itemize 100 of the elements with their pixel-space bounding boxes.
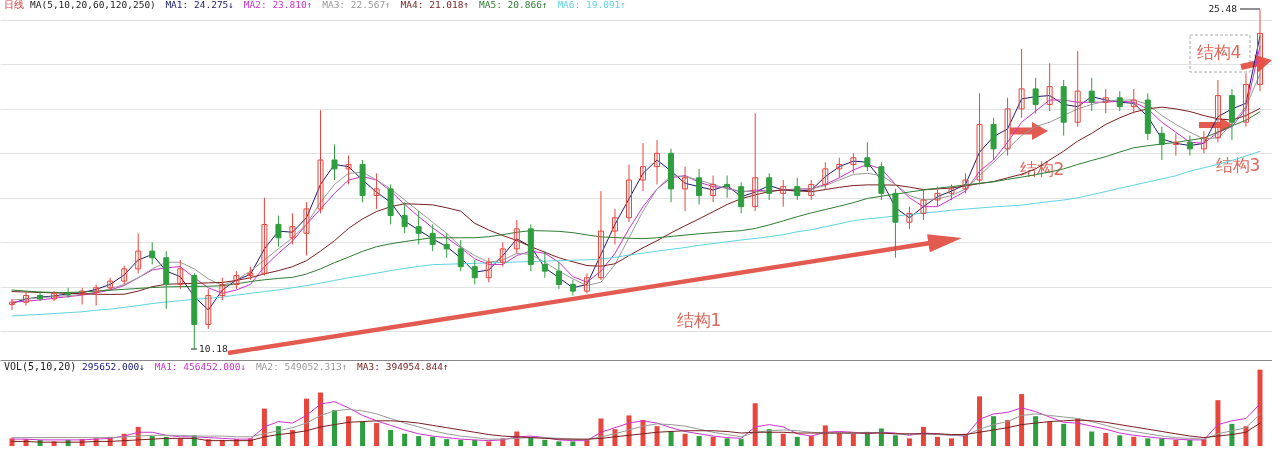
candlestick	[766, 172, 773, 201]
bar	[444, 439, 450, 446]
candlestick	[93, 283, 100, 307]
candlestick	[1046, 62, 1053, 112]
candlestick	[1018, 48, 1025, 119]
candlestick	[906, 206, 913, 230]
candlestick	[9, 298, 16, 311]
bar	[556, 441, 562, 446]
candlestick	[219, 277, 226, 301]
candlestick	[696, 168, 703, 205]
bar	[1033, 416, 1039, 446]
candlestick	[1200, 130, 1207, 154]
candlestick	[836, 157, 843, 179]
bar	[808, 436, 814, 446]
bar	[360, 421, 366, 446]
candlestick	[654, 139, 661, 185]
candlestick	[51, 290, 58, 302]
bar	[1117, 435, 1123, 446]
bar	[374, 423, 380, 446]
text: MA6: 19.091↑	[557, 0, 627, 10]
candlestick	[121, 265, 128, 285]
candlestick	[429, 223, 436, 252]
candlestick	[976, 92, 983, 185]
text: MA4: 21.018↑	[400, 0, 470, 10]
candlestick	[682, 166, 689, 212]
candlestick	[934, 186, 941, 208]
candlestick	[780, 179, 787, 208]
bar	[332, 410, 338, 446]
candlestick	[149, 241, 156, 265]
candlestick	[261, 197, 268, 277]
text: MA3: 394954.844↑	[357, 361, 449, 372]
bar	[402, 433, 408, 446]
candlestick	[640, 142, 647, 192]
bar	[542, 439, 548, 446]
bar	[752, 403, 758, 446]
candlestick	[1158, 126, 1165, 161]
annotation: 结构4	[1196, 42, 1242, 62]
candlestick	[37, 290, 44, 302]
bar	[318, 392, 323, 446]
bar	[486, 441, 492, 446]
candlestick	[65, 287, 72, 299]
bar	[949, 438, 954, 446]
bar	[794, 436, 800, 446]
annotation: 25.48	[1208, 3, 1238, 14]
candlestick	[513, 219, 520, 254]
candlestick	[79, 287, 86, 305]
bar	[906, 438, 912, 446]
candlestick	[920, 188, 927, 221]
candlestick	[1172, 132, 1179, 157]
candlestick	[1256, 8, 1263, 92]
candlestick	[569, 279, 576, 297]
bar	[1047, 421, 1053, 446]
candlestick	[177, 259, 184, 290]
candlestick	[808, 179, 815, 201]
candlestick	[962, 172, 969, 194]
candlestick	[205, 288, 212, 330]
candlestick	[583, 272, 590, 294]
text: MA1: 24.275↓	[165, 0, 235, 10]
bar	[1103, 433, 1109, 446]
text: MA3: 22.567↑	[322, 0, 391, 10]
bar	[1131, 436, 1137, 446]
candlestick	[1074, 50, 1081, 128]
chart-title: VOL(5,10,20)	[4, 361, 77, 372]
candlestick	[710, 175, 717, 203]
bar	[710, 436, 716, 446]
candlestick	[738, 181, 745, 214]
candlestick	[850, 152, 857, 174]
candlestick	[864, 141, 871, 172]
bar	[430, 436, 436, 446]
candlestick	[752, 112, 759, 212]
text: MA5: 20.866↑	[479, 0, 548, 10]
bar	[654, 426, 660, 446]
candlestick	[289, 212, 296, 245]
candlestick	[1088, 77, 1095, 112]
candlestick	[555, 261, 562, 290]
candlestick	[1116, 90, 1123, 112]
chart-title: 日线	[4, 0, 24, 10]
text: MA2: 23.810↑	[243, 0, 313, 10]
annotation: 结构1	[676, 310, 722, 330]
bar	[388, 429, 394, 446]
bar	[1215, 400, 1221, 446]
candlestick	[724, 175, 731, 199]
bar	[991, 416, 997, 446]
candlestick	[415, 210, 422, 245]
bar	[458, 439, 464, 446]
bar	[1145, 438, 1151, 446]
candlestick	[485, 257, 492, 283]
candlestick	[303, 201, 310, 257]
text: MA2: 549052.313↑	[255, 361, 348, 372]
candlestick	[331, 143, 338, 181]
candlestick	[373, 172, 380, 210]
candlestick	[401, 201, 408, 234]
bar	[1173, 439, 1179, 446]
candlestick	[443, 232, 450, 259]
candlestick	[23, 291, 30, 307]
bar	[892, 435, 898, 446]
bar	[668, 431, 674, 446]
candlestick	[499, 241, 506, 268]
bar	[1061, 423, 1067, 446]
bar	[303, 398, 309, 446]
